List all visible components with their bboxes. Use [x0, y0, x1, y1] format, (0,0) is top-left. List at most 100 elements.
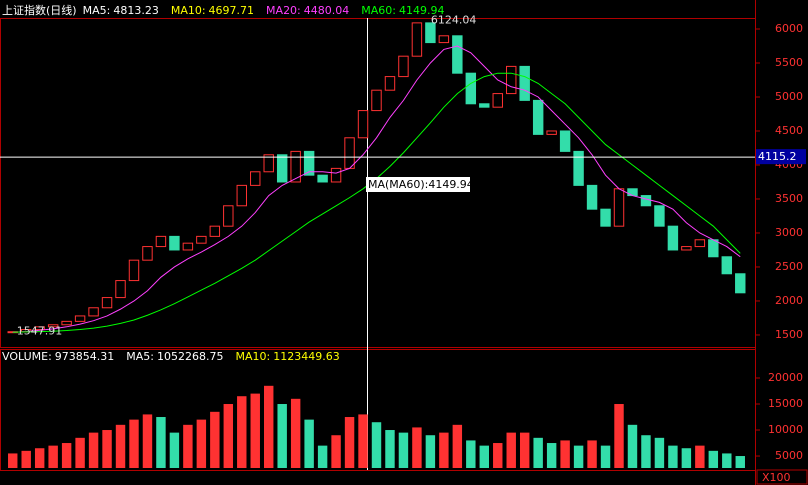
candle — [681, 246, 692, 251]
volume-bar — [493, 443, 503, 468]
candle — [61, 320, 72, 326]
legend-value: 1052268.75 — [157, 350, 224, 363]
volume-bar — [506, 432, 516, 468]
candle — [169, 235, 180, 251]
legend-value: 4697.71 — [208, 4, 255, 17]
candle — [263, 154, 274, 173]
candle — [546, 130, 557, 135]
y-tick-label: 10000 — [768, 423, 803, 436]
volume-bar — [573, 445, 584, 468]
legend-entry: MA20: 4480.04 — [266, 4, 355, 17]
candle — [196, 235, 207, 244]
tooltip-box — [366, 177, 470, 192]
volume-bar — [344, 417, 355, 468]
candle — [88, 307, 99, 317]
volume-bar — [735, 456, 745, 468]
y-tick-label: 5000 — [775, 449, 803, 462]
y-tick-label: 20000 — [768, 371, 803, 384]
volume-bar — [48, 445, 58, 468]
crosshair-label: 4115.2 — [758, 150, 797, 163]
legend-entry: MA5: 1052268.75 — [126, 350, 229, 363]
volume-bar — [385, 430, 395, 468]
candle — [573, 150, 584, 186]
legend-entry: MA10: 1123449.63 — [236, 350, 346, 363]
legend-name: MA5: — [82, 4, 111, 17]
volume-bar — [654, 437, 665, 468]
volume-bar — [452, 424, 463, 468]
volume-bar — [264, 385, 274, 468]
volume-bar — [412, 427, 422, 468]
candle — [559, 130, 571, 152]
candle — [142, 246, 153, 261]
candle — [115, 280, 126, 299]
legend-value: 1123449.63 — [273, 350, 340, 363]
volume-bar — [317, 445, 328, 468]
candle — [708, 239, 719, 258]
y-tick-label: 3000 — [775, 226, 803, 239]
candle — [290, 150, 301, 183]
volume-bar — [102, 430, 112, 468]
volume-bar — [668, 445, 678, 468]
volume-bar — [250, 393, 260, 468]
candle — [155, 235, 167, 248]
candle — [384, 76, 396, 91]
volume-bar — [156, 417, 166, 468]
unit-box — [756, 469, 808, 485]
volume-bar — [223, 404, 234, 468]
candle — [47, 324, 59, 328]
candle — [735, 273, 746, 294]
volume-bar — [479, 445, 489, 468]
volume-bar — [546, 443, 557, 468]
candle — [613, 188, 625, 227]
legend-value: 4480.04 — [303, 4, 350, 17]
candle — [519, 65, 530, 101]
candle — [276, 154, 288, 183]
y-tick-label: 1500 — [775, 328, 803, 341]
legend-name: MA10: — [235, 350, 271, 363]
candle — [586, 184, 598, 210]
high-label: 6124.04 — [431, 14, 477, 27]
candle — [694, 239, 706, 248]
candle — [721, 256, 733, 275]
y-tick-label: 5500 — [775, 56, 803, 69]
volume-bar — [398, 432, 409, 468]
candle — [236, 184, 247, 207]
y-tick-label: 2000 — [775, 294, 803, 307]
volume-bar — [708, 450, 719, 468]
volume-bar — [129, 419, 139, 468]
candle — [411, 22, 423, 57]
legend-entry: MA5: 4813.23 — [83, 4, 165, 17]
volume-bar — [627, 424, 638, 468]
legend-entry: MA10: 4697.71 — [171, 4, 260, 17]
volume-bar — [169, 432, 180, 468]
candle — [640, 195, 652, 207]
legend-value: 4149.94 — [398, 4, 445, 17]
volume-bar — [600, 445, 611, 468]
volume-bar — [237, 396, 247, 468]
candle — [654, 205, 665, 227]
low-label: 1547.91 — [17, 325, 63, 338]
candle — [128, 259, 140, 282]
legend-name: VOLUME: — [2, 350, 52, 363]
candle — [425, 22, 436, 44]
y-tick-label: 15000 — [768, 397, 803, 410]
volume-bar — [371, 422, 382, 468]
volume-bar — [8, 453, 18, 468]
volume-bar — [614, 404, 624, 468]
legend-name: MA5: — [126, 350, 155, 363]
candle — [209, 225, 221, 237]
candle — [330, 167, 342, 183]
y-tick-label: 2500 — [775, 260, 803, 273]
candle — [532, 99, 544, 135]
price-header: 上证指数(日线) MA5: 4813.23 MA10: 4697.71 MA20: 4480… — [2, 2, 456, 18]
legend-name: MA20: — [266, 4, 301, 17]
volume-bar — [587, 440, 597, 468]
candle — [317, 174, 328, 183]
candle — [667, 225, 679, 251]
volume-bar — [695, 445, 705, 468]
volume-bar — [61, 443, 72, 468]
crosshair-box — [756, 149, 806, 165]
volume-bar — [425, 435, 436, 468]
legend-name: MA10: — [170, 4, 206, 17]
